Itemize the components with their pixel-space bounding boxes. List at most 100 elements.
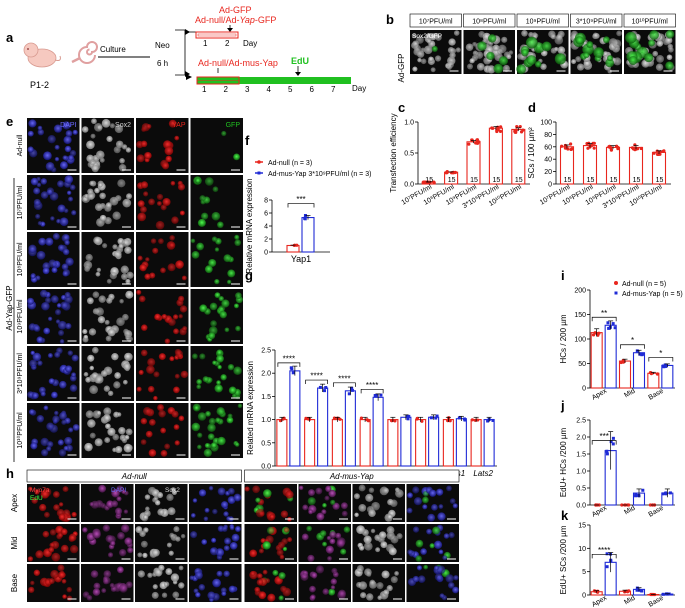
bar — [590, 332, 603, 389]
data-point — [350, 386, 354, 390]
data-point — [569, 142, 573, 146]
cell-nucleus — [223, 545, 230, 552]
cell-nucleus — [368, 509, 376, 517]
cell-nucleus — [214, 384, 223, 393]
data-point — [569, 147, 573, 152]
cell-nucleus — [204, 443, 210, 449]
cell-nucleus — [64, 291, 71, 298]
cell-nucleus — [202, 376, 209, 383]
cell-nucleus — [256, 578, 264, 586]
cell-nucleus — [307, 497, 316, 506]
n-label: 15 — [564, 177, 572, 184]
gfp-cell — [648, 39, 656, 47]
cell-nucleus — [193, 405, 200, 411]
cell-nucleus — [171, 216, 179, 224]
top-label-ad-null-yap: Ad-null/Ad-Yap-GFP — [195, 15, 276, 25]
cell-nucleus — [203, 516, 209, 522]
cell-nucleus — [244, 486, 250, 492]
cell-nucleus — [255, 497, 261, 503]
cell-nucleus — [422, 504, 428, 510]
y-tick-label: 2.0 — [261, 371, 271, 378]
cell-nucleus — [86, 595, 93, 601]
data-point — [318, 385, 322, 389]
cell-nucleus — [412, 66, 418, 72]
cell-nucleus — [221, 526, 228, 533]
cell-nucleus — [60, 301, 68, 310]
data-point — [590, 143, 594, 148]
y-tick-label: 0 — [264, 250, 268, 257]
data-point — [614, 144, 619, 148]
n-label: 15 — [633, 177, 641, 184]
data-point — [373, 394, 377, 398]
data-point — [491, 418, 495, 422]
data-point — [291, 371, 295, 375]
cell-nucleus — [556, 34, 563, 41]
cell-nucleus — [221, 299, 230, 308]
cell-nucleus — [656, 55, 664, 63]
cell-nucleus — [143, 151, 152, 160]
cell-nucleus — [310, 594, 316, 600]
significance-label: *** — [296, 195, 305, 204]
cell-nucleus — [122, 379, 128, 385]
cell-nucleus — [111, 500, 119, 508]
cell-nucleus — [235, 292, 242, 299]
y-tick-label: 20 — [544, 169, 552, 176]
cell-nucleus — [161, 313, 168, 320]
data-point — [379, 393, 383, 397]
cell-nucleus — [434, 55, 442, 62]
bar — [442, 419, 454, 467]
panel-b-image-0 — [410, 30, 462, 74]
cell-nucleus — [165, 155, 172, 163]
data-point — [635, 588, 639, 592]
panel-letter-i: i — [561, 268, 565, 283]
cell-nucleus — [104, 216, 112, 225]
panel-h-image-0-0 — [27, 484, 80, 522]
data-point — [420, 419, 424, 423]
data-point — [668, 491, 672, 495]
panel-e-image-0-2 — [136, 118, 189, 173]
cell-nucleus — [103, 385, 111, 392]
data-point — [611, 436, 615, 440]
data-point — [359, 416, 364, 420]
panel-e-row-label-3: 10⁹PFU/ml — [17, 299, 24, 334]
panel-b-stain-label: Sox2/GFP — [412, 33, 442, 40]
cell-nucleus — [143, 407, 152, 416]
cell-nucleus — [61, 578, 67, 584]
data-point — [518, 125, 522, 129]
panel-e-image-2-2 — [136, 232, 189, 287]
cell-nucleus — [146, 365, 155, 374]
y-tick-label: 0 — [548, 182, 552, 189]
cell-nucleus — [386, 526, 395, 535]
cell-nucleus — [205, 411, 211, 417]
cell-nucleus — [234, 234, 240, 240]
y-axis-title: EdU+ HCs /200 µm — [559, 428, 568, 498]
y-tick-label: 0.5 — [576, 486, 586, 493]
cell-nucleus — [89, 159, 96, 166]
cell-nucleus — [124, 330, 133, 339]
cell-nucleus — [28, 586, 35, 593]
cell-nucleus — [394, 571, 399, 576]
x-tick-label: Apex — [591, 504, 609, 518]
cell-nucleus — [666, 54, 673, 61]
cell-nucleus — [101, 118, 111, 128]
cell-nucleus — [48, 378, 55, 385]
cell-nucleus — [300, 573, 309, 581]
bar — [289, 370, 301, 467]
panel-h-image-2-7 — [406, 564, 459, 602]
cell-nucleus — [356, 525, 365, 534]
data-point — [664, 491, 668, 495]
panel-b-header-0: 10⁷PFU/ml — [419, 19, 453, 26]
cell-nucleus — [164, 338, 171, 344]
cell-nucleus — [115, 445, 123, 454]
cell-nucleus — [208, 417, 216, 425]
cell-nucleus — [521, 30, 528, 37]
cell-nucleus — [475, 51, 484, 59]
panel-e-image-2-1 — [81, 232, 134, 287]
cell-nucleus — [209, 302, 218, 311]
cell-nucleus — [557, 46, 566, 55]
cell-nucleus — [109, 123, 115, 129]
cell-nucleus — [169, 356, 175, 362]
cell-nucleus — [199, 304, 208, 313]
